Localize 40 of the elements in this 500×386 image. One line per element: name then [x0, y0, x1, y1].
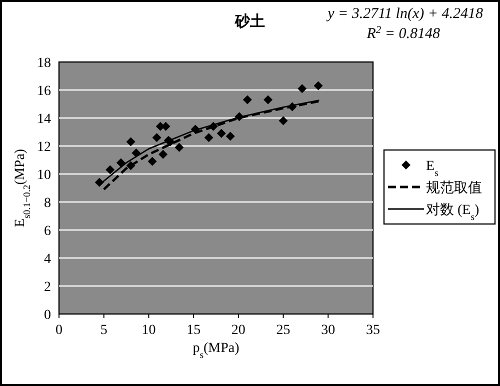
- point: [314, 81, 323, 90]
- x-tick-label: 0: [56, 323, 62, 338]
- text: R$^{2}$ = 0.8148: [366, 24, 440, 42]
- legend-label: E$_{s}$: [426, 159, 439, 178]
- point: [152, 133, 162, 142]
- point: [158, 150, 168, 159]
- point: [298, 84, 307, 94]
- x-tick-label: 35: [366, 323, 380, 338]
- text: y = 3.2711 ln(x) + 4.2418: [326, 6, 484, 22]
- chart-title: 砂土: [234, 13, 265, 30]
- y-tick-label: 12: [37, 140, 51, 155]
- x-tick-label: 5: [100, 323, 108, 338]
- y-tick-label: 0: [44, 308, 51, 323]
- y-tick-label: 16: [37, 84, 51, 99]
- legend-label: 规范取值: [426, 180, 482, 196]
- point: [242, 95, 252, 104]
- y-tick-label: 14: [37, 112, 51, 127]
- y-tick-label: 8: [44, 196, 51, 211]
- point: [148, 156, 157, 166]
- x-tick-label: 10: [142, 323, 156, 338]
- legend-label: 对数 (E$_{s}$): [426, 202, 480, 222]
- point: [116, 158, 126, 168]
- point: [126, 137, 136, 146]
- y-tick-label: 6: [44, 224, 51, 239]
- x-tick-label: 30: [321, 323, 336, 338]
- point: [216, 128, 226, 138]
- y-tick-label: 2: [44, 280, 51, 295]
- y-tick-label: 18: [37, 56, 51, 71]
- point: [106, 165, 115, 174]
- point: [264, 95, 273, 104]
- point: [204, 133, 214, 142]
- point: [226, 132, 235, 141]
- x-tick-label: 15: [186, 323, 201, 338]
- x-tick-label: 25: [276, 323, 290, 338]
- x-axis-title: p$_{s}$(MPa): [192, 341, 240, 360]
- x-tick-label: 20: [231, 323, 246, 338]
- y-tick-label: 4: [44, 252, 51, 267]
- point: [174, 142, 184, 152]
- y-tick-label: 10: [37, 168, 51, 183]
- point: [278, 116, 288, 126]
